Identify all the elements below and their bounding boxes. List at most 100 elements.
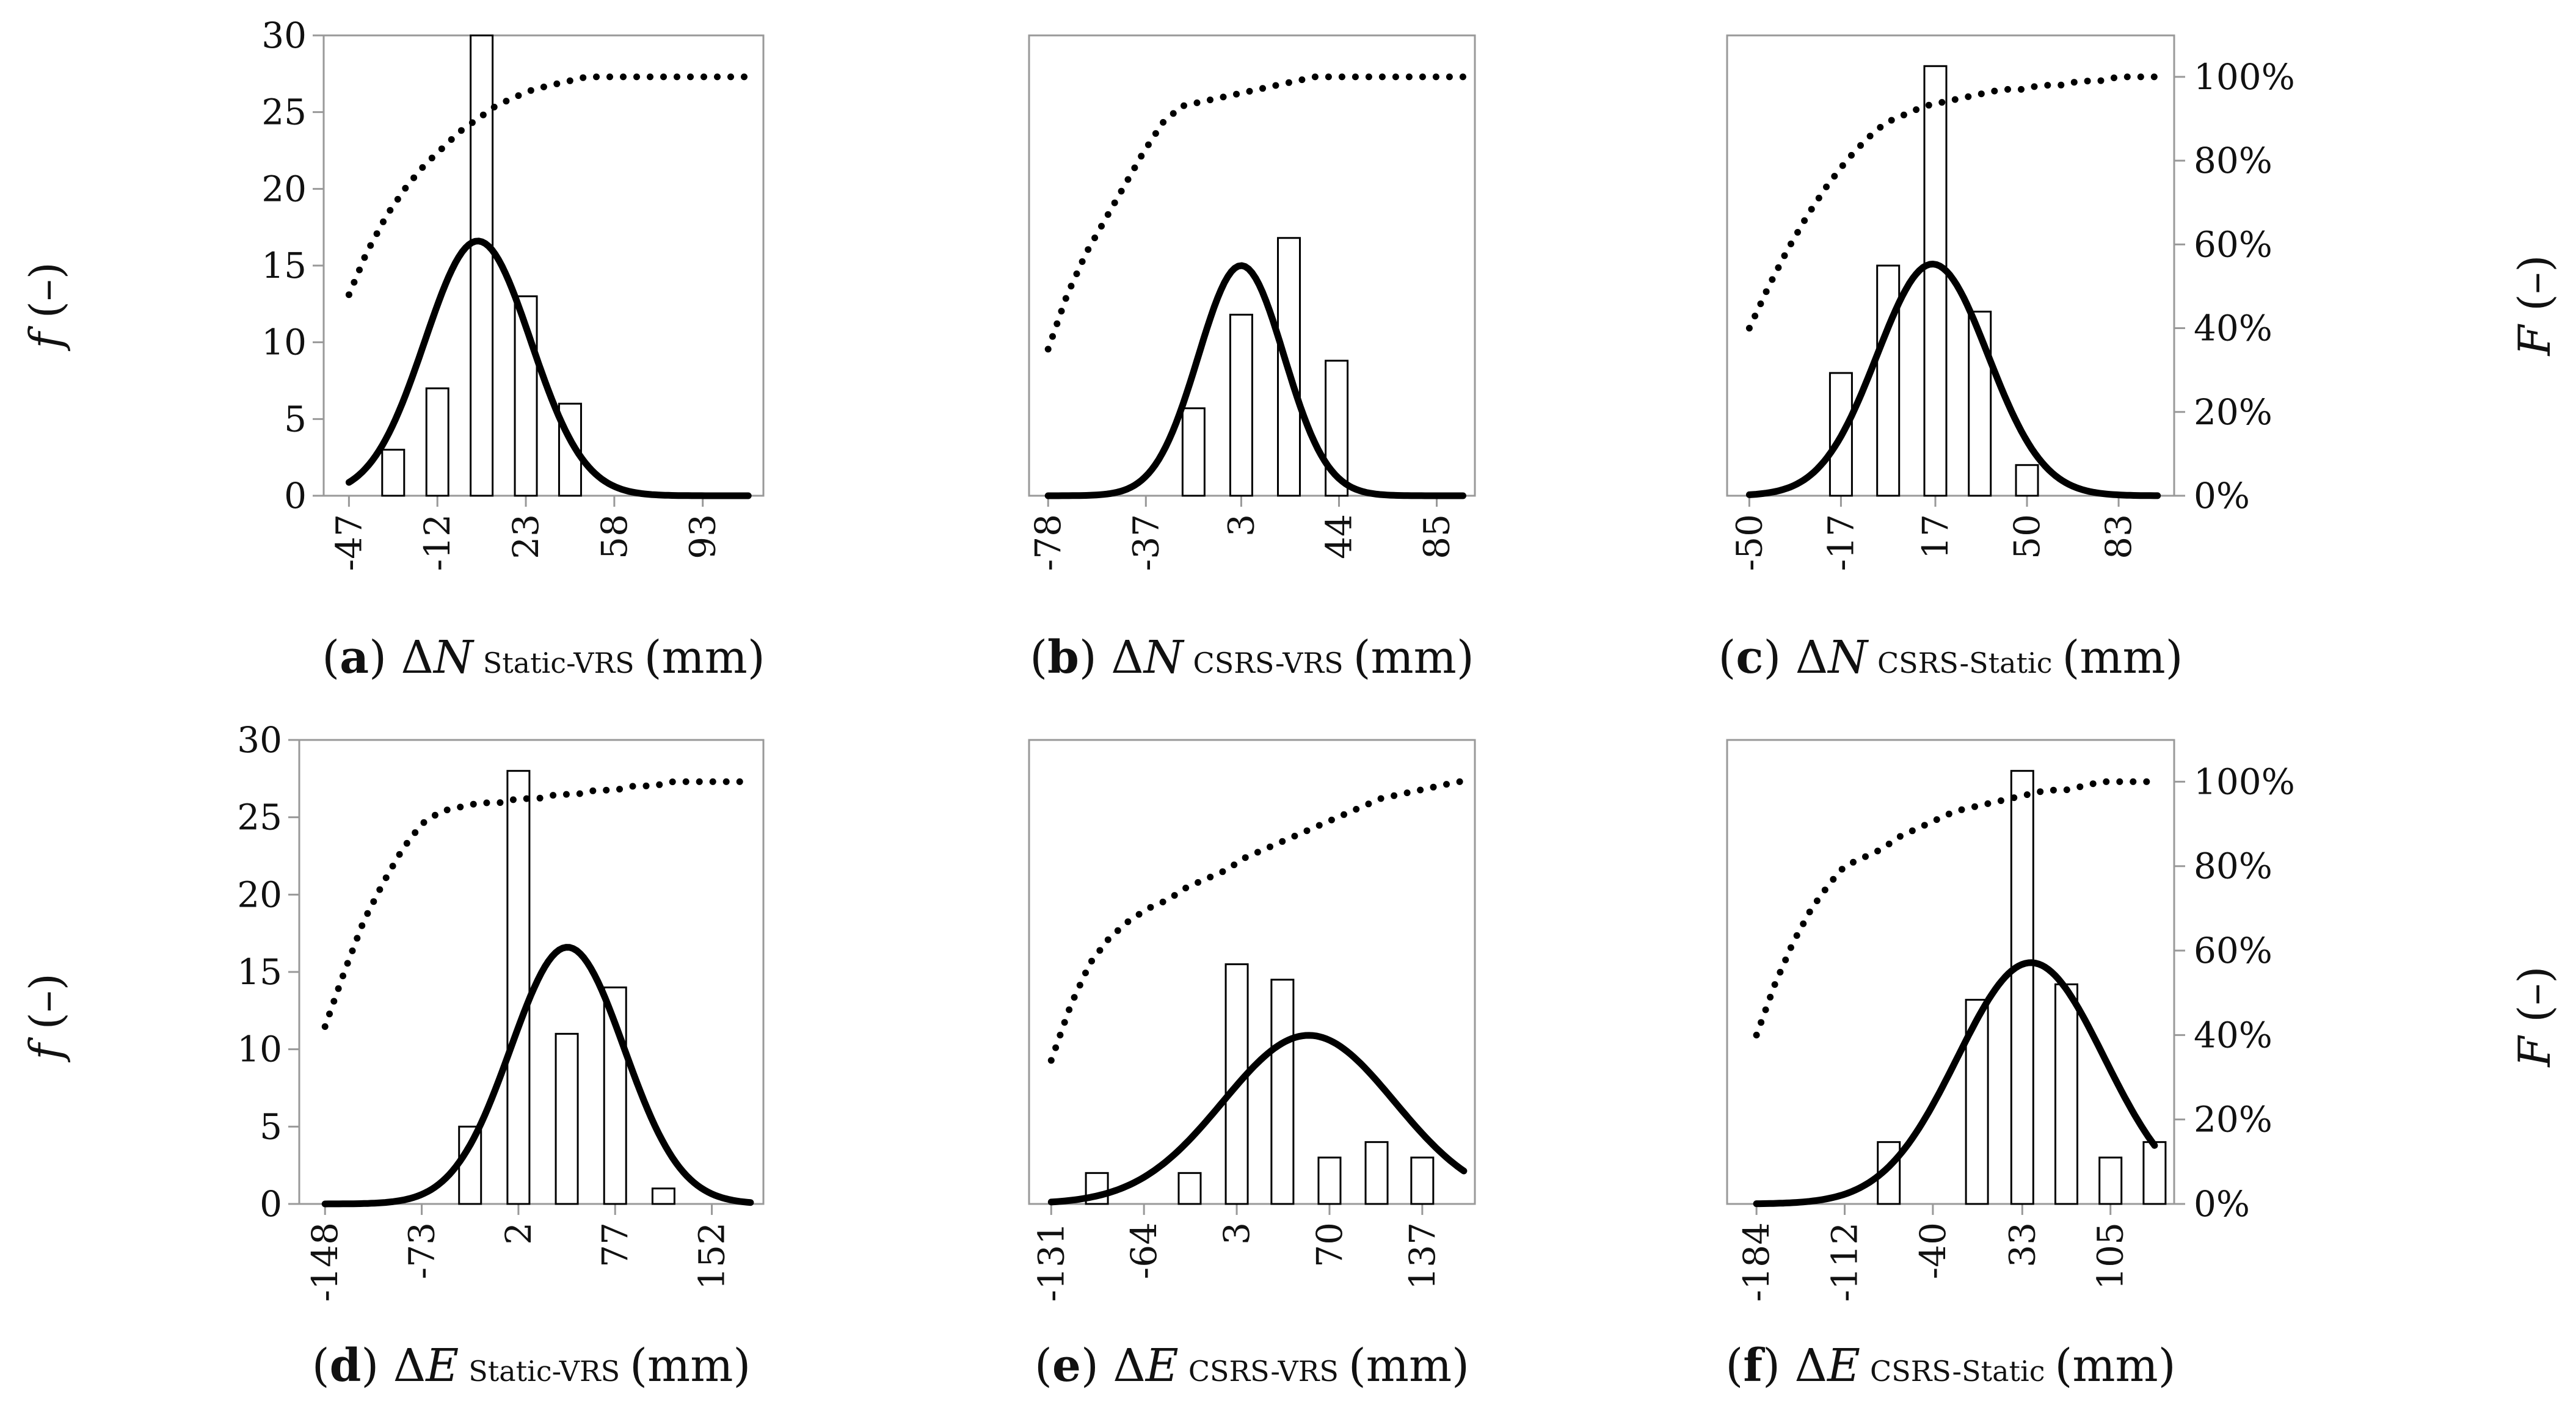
caption-unit: (mm)	[1353, 631, 1474, 684]
cdf-dot	[483, 799, 490, 806]
cdf-dot	[1061, 1019, 1068, 1026]
histogram-bar	[1876, 264, 1901, 497]
cdf-dot	[1921, 822, 1928, 829]
cdf-dot	[1144, 141, 1152, 148]
cdf-dot	[448, 136, 455, 143]
cdf-dot	[1082, 970, 1089, 977]
x-tick-label: 85	[1416, 514, 1458, 559]
right-y-tick-label: 40%	[2194, 308, 2272, 349]
plot-frame	[1028, 739, 1476, 1205]
cdf-dot	[410, 174, 418, 181]
cdf-dot	[1432, 73, 1439, 81]
cdf-dot	[1068, 283, 1075, 290]
cdf-dot	[1098, 223, 1105, 230]
cdf-dot	[642, 782, 650, 789]
x-tick-label: 58	[594, 514, 635, 559]
cdf-dot	[682, 778, 689, 785]
cdf-dot	[1782, 956, 1789, 963]
caption-subscript: Static-VRS	[468, 1355, 620, 1388]
cdf-dot	[1111, 199, 1118, 206]
cdf-dot	[1071, 994, 1078, 1001]
cdf-dot	[1753, 1031, 1760, 1038]
cdf-dot	[1900, 111, 1907, 118]
cdf-dot	[1096, 947, 1104, 954]
y-tick-label: 20	[237, 874, 282, 915]
x-tick-label: 2	[498, 1222, 539, 1245]
y-tick-label: 30	[237, 719, 282, 761]
cdf-dot	[1365, 800, 1372, 808]
cdf-dot	[1913, 106, 1920, 114]
cdf-dot	[1908, 827, 1916, 835]
cdf-dot	[1182, 885, 1190, 891]
x-tick-label: -131	[1030, 1222, 1072, 1302]
right-y-tick-label: 40%	[2194, 1014, 2272, 1056]
cdf-dot	[2018, 85, 2025, 93]
cdf-dot	[1830, 875, 1837, 883]
cdf-dot	[490, 103, 498, 111]
cdf-dot	[431, 811, 438, 819]
caption-variable: E	[1144, 1339, 1179, 1392]
cdf-dot	[1279, 838, 1286, 845]
cdf-dot	[736, 778, 743, 785]
cdf-dot	[2123, 73, 2131, 81]
right-y-tick-label: 20%	[2194, 1099, 2272, 1140]
x-tick-label: 3	[1220, 514, 1262, 537]
histogram-bar	[1364, 1141, 1389, 1205]
caption-unit: (mm)	[644, 631, 765, 684]
cdf-dot	[1341, 811, 1347, 818]
cdf-dot	[1831, 173, 1838, 180]
cdf-dot	[2031, 83, 2038, 90]
cdf-dot	[1933, 816, 1940, 823]
histogram-bar	[651, 1187, 675, 1205]
cdf-dot	[321, 1023, 329, 1030]
cdf-dot	[1338, 73, 1345, 81]
cdf-dot	[1788, 241, 1794, 247]
cdf-dot	[1958, 806, 1965, 813]
cdf-dot	[1049, 333, 1056, 340]
histogram-bar	[1181, 407, 1206, 497]
cdf-dot	[722, 778, 730, 785]
cdf-dot	[1104, 936, 1112, 943]
cdf-dot	[1392, 73, 1399, 81]
cdf-dot	[1888, 117, 1895, 124]
caption-variable: E	[1826, 1339, 1860, 1392]
cdf-dot	[1114, 927, 1121, 934]
cdf-dot	[443, 806, 451, 814]
caption-unit: (mm)	[2054, 1339, 2175, 1392]
cdf-dot	[1231, 861, 1238, 869]
histogram-bar	[1229, 313, 1253, 497]
cdf-dot	[2137, 73, 2144, 81]
cdf-dot	[2070, 79, 2078, 86]
cdf-dot	[1131, 164, 1138, 172]
caption-subscript: CSRS-VRS	[1193, 647, 1344, 680]
plot-frame	[298, 739, 765, 1205]
panel-e: -131 -64 3 70 137(e) ΔE CSRS-VRS (mm)	[1028, 739, 1476, 1392]
y-tick-label: 10	[237, 1029, 282, 1070]
cdf-dot	[428, 154, 435, 162]
x-tick-label: 50	[2006, 514, 2048, 559]
cdf-dot	[527, 87, 534, 94]
cdf-dot	[1787, 944, 1794, 951]
cdf-dot	[709, 778, 716, 785]
cdf-dot	[2116, 778, 2123, 785]
cdf-dot	[1405, 73, 1413, 81]
caption-letter: e	[1052, 1339, 1081, 1392]
plot-frame	[1726, 34, 2175, 497]
normal-pdf-curve	[321, 944, 754, 1208]
cdf-dot	[468, 119, 476, 126]
x-tick-label: 83	[2098, 514, 2139, 559]
cdf-dot	[1850, 858, 1857, 866]
cdf-dot	[470, 800, 477, 808]
right-y-tick-label: 80%	[2194, 140, 2272, 181]
caption-subscript: CSRS-VRS	[1188, 1355, 1339, 1388]
x-tick-label: -12	[417, 514, 458, 571]
cdf-dot	[2143, 778, 2150, 785]
cdf-dot	[727, 73, 734, 81]
cdf-dot	[1862, 853, 1869, 860]
cdf-dot	[633, 73, 640, 81]
caption-letter: a	[340, 631, 369, 684]
cdf-dot	[1838, 866, 1846, 873]
cdf-dot	[2089, 780, 2097, 788]
cdf-dot	[1066, 1006, 1073, 1013]
